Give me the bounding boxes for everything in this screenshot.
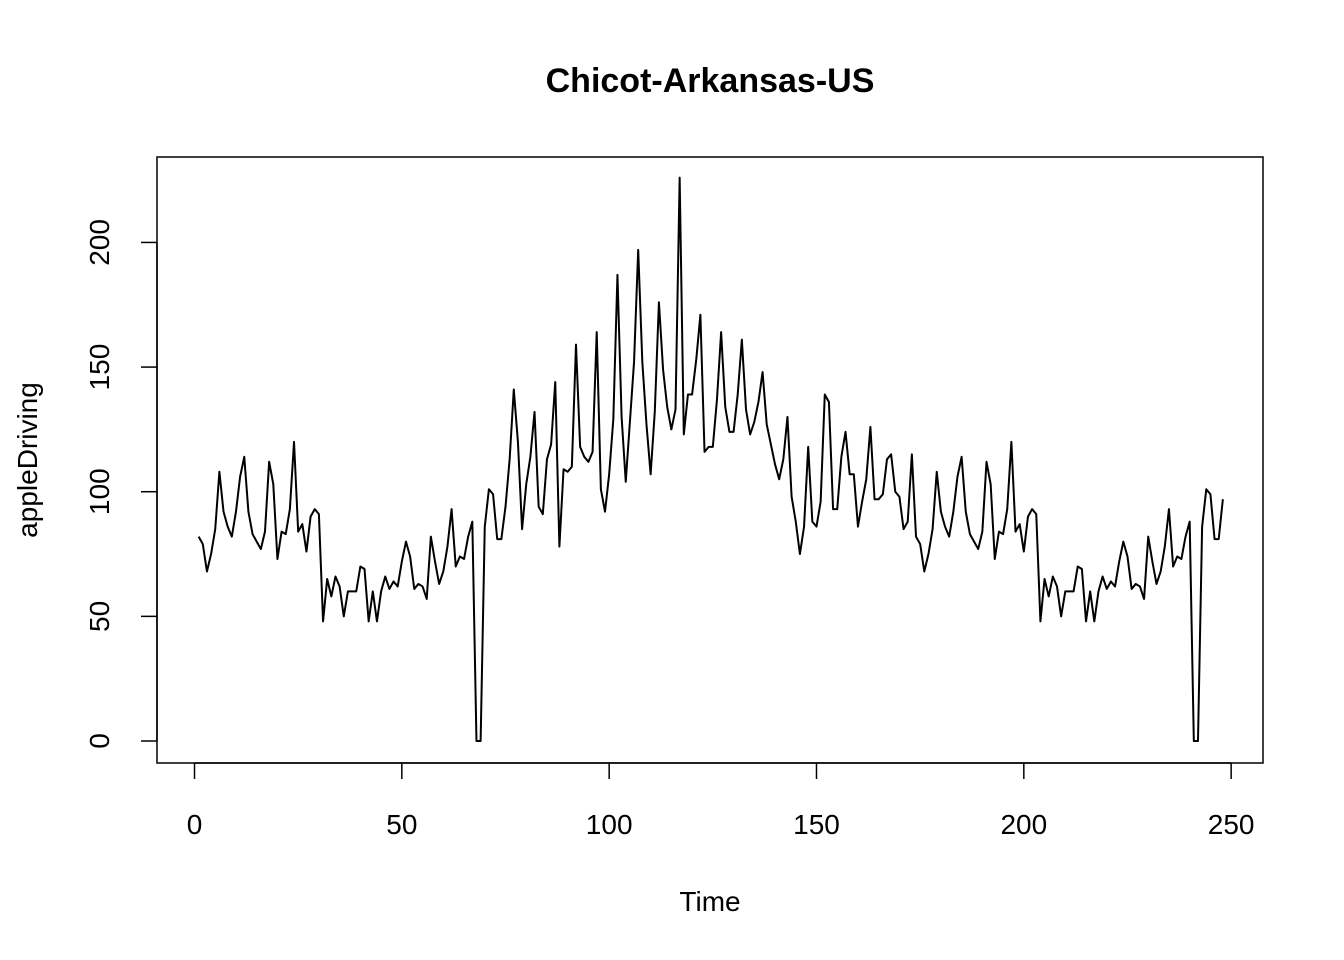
y-tick-label: 150 bbox=[84, 344, 115, 391]
x-axis-label: Time bbox=[679, 886, 740, 917]
x-tick-label: 100 bbox=[586, 809, 633, 840]
x-tick-label: 0 bbox=[187, 809, 203, 840]
y-tick-label: 100 bbox=[84, 468, 115, 515]
chart-title: Chicot-Arkansas-US bbox=[546, 62, 875, 100]
series-line bbox=[197, 176, 1224, 742]
series-layer bbox=[197, 176, 1224, 742]
y-tick-label: 200 bbox=[84, 219, 115, 266]
y-tick-label: 50 bbox=[84, 601, 115, 632]
x-tick-label: 200 bbox=[1000, 809, 1047, 840]
x-tick-label: 150 bbox=[793, 809, 840, 840]
x-tick-label: 50 bbox=[386, 809, 417, 840]
x-axis: 0 50 100 150 200 250 bbox=[187, 762, 1255, 840]
y-axis: 0 50 100 150 200 bbox=[84, 219, 158, 749]
y-axis-label: appleDriving bbox=[12, 382, 43, 538]
y-tick-label: 0 bbox=[84, 733, 115, 749]
x-tick-label: 250 bbox=[1208, 809, 1255, 840]
plot-frame bbox=[156, 156, 1264, 764]
